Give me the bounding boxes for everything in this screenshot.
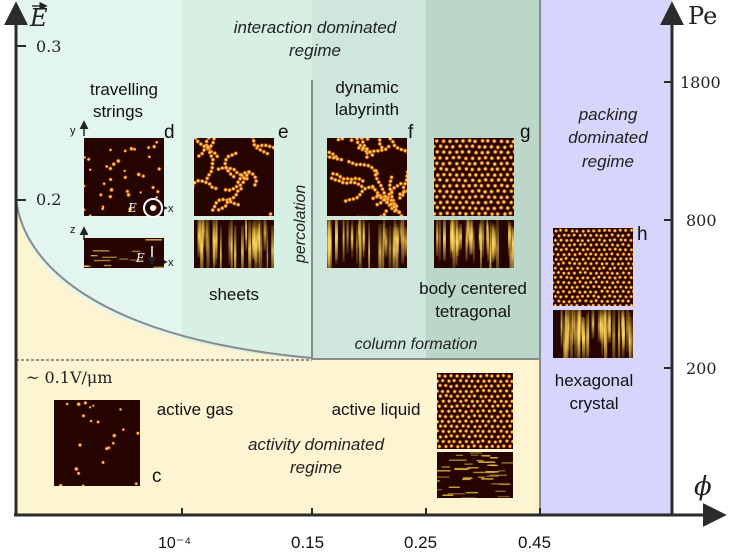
micrograph-f-top — [327, 138, 407, 216]
bct-label-line2: tetragonal — [435, 302, 511, 321]
travelling-strings-label-line2: strings — [93, 102, 143, 121]
inset-d2-z-label: z — [70, 224, 76, 236]
x-tick-label-0.15: 0.15 — [291, 533, 324, 552]
x-axis-label: ϕ — [694, 472, 712, 502]
interaction-regime-title-line1: interaction dominated — [234, 18, 397, 37]
packing-regime-title-line3: regime — [582, 152, 634, 171]
hexagonal-label-line1: hexagonal — [555, 371, 633, 390]
travelling-strings-label-line1: travelling — [90, 80, 158, 99]
micrograph-liquid-bottom — [437, 452, 513, 498]
right-tick-label-200: 200 — [686, 359, 717, 378]
y-tick-label-0.2: 0.2 — [36, 190, 61, 209]
x-tick-label-0.45: 0.45 — [518, 533, 551, 552]
inset-d-y-label: y — [70, 125, 76, 137]
x-tick-label-1e-4: 10⁻⁴ — [158, 535, 191, 552]
panel-letter-h: h — [637, 224, 648, 245]
micrograph-h-bottom — [553, 310, 633, 358]
y-axis-label: E — [29, 4, 48, 32]
sheets-label: sheets — [209, 285, 259, 304]
bct-label-line1: body centered — [419, 279, 527, 298]
activity-regime-title-line1: activity dominated — [248, 435, 385, 454]
micrograph-g-bottom — [434, 220, 514, 268]
threshold-label: ~ 0.1V/μm — [26, 368, 112, 387]
dynamic-labyrinth-label-line2: labyrinth — [335, 100, 399, 119]
interaction-regime-title-line2: regime — [289, 41, 341, 60]
field-out-of-plane-icon — [143, 198, 163, 218]
hexagonal-label-line2: crystal — [569, 394, 618, 413]
panel-letter-c: c — [152, 466, 162, 487]
y-tick-label-0.3: 0.3 — [36, 37, 61, 56]
micrograph-e-top — [194, 138, 274, 216]
micrograph-d-top — [84, 138, 164, 216]
micrograph-c — [54, 400, 140, 486]
right-tick-label-800: 800 — [686, 211, 717, 230]
activity-regime-title-line2: regime — [290, 458, 342, 477]
micrograph-g-top — [434, 138, 514, 216]
micrograph-liquid-top — [437, 373, 513, 449]
right-axis-label: Pe — [688, 2, 717, 30]
packing-regime-title-line2: dominated — [568, 128, 648, 147]
panel-letter-d: d — [164, 122, 175, 143]
percolation-label: percolation — [292, 185, 309, 264]
dynamic-labyrinth-label-line1: dynamic — [335, 78, 399, 97]
field-label-d-bottom: E — [135, 251, 145, 265]
panel-letter-g: g — [520, 122, 531, 143]
panel-letter-f: f — [408, 122, 414, 143]
micrograph-f-bottom — [327, 220, 407, 268]
field-label-d-top: E — [127, 201, 137, 215]
panel-letter-e: e — [278, 122, 289, 143]
activity-boundary-curve — [15, 197, 313, 359]
x-tick-label-0.25: 0.25 — [404, 533, 437, 552]
micrograph-d-bottom — [84, 238, 164, 268]
active-gas-label: active gas — [157, 400, 234, 419]
active-liquid-label: active liquid — [332, 400, 421, 419]
micrograph-e-bottom — [194, 220, 274, 268]
inset-d2-x-label: x — [168, 257, 174, 269]
right-tick-label-1800: 1800 — [680, 73, 721, 92]
inset-d-x-label: x — [168, 203, 174, 215]
micrograph-h-top — [553, 228, 633, 306]
column-formation-label: column formation — [355, 336, 478, 353]
packing-regime-title-line1: packing — [578, 105, 638, 124]
